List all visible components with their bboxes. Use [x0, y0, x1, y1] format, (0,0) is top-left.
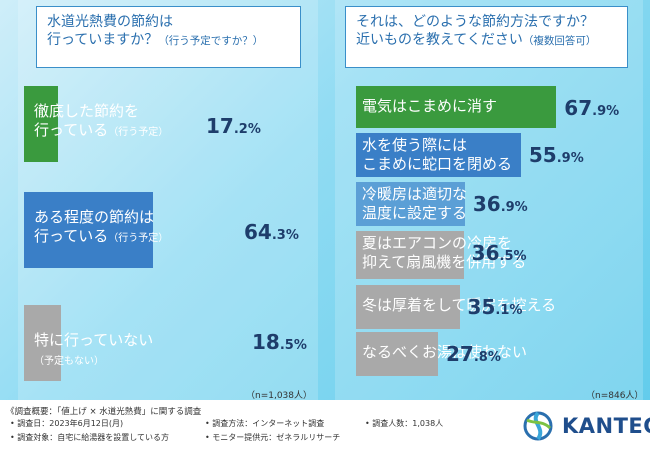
right-bar-label-1: 水を使う際には こまめに蛇口を閉める	[362, 136, 512, 174]
right-value-dec: .9%	[556, 151, 584, 166]
right-bar-label-3: 夏はエアコンの冷房を 抑えて扇風機を併用する	[362, 234, 526, 272]
right-bar-label-line2-text: こまめに蛇口を閉める	[362, 155, 513, 173]
left-bar-label-1: ある程度の節約は 行っている（行う予定）	[34, 208, 168, 248]
left-bar-1	[24, 192, 153, 268]
right-bar-label-line2: 抑えて扇風機を併用する	[362, 253, 526, 272]
right-value-dec: .9%	[592, 104, 620, 119]
left-n-label: （n=1,038人）	[246, 391, 313, 401]
right-value-label-2: 36.9%	[473, 192, 528, 216]
right-value-dec: .9%	[500, 200, 528, 215]
right-bar-4	[356, 285, 460, 329]
left-value-dec: .3%	[271, 228, 299, 243]
right-bar-1	[356, 133, 521, 177]
right-question-box: それは、どのような節約方法ですか？ 近いものを教えてください（複数回答可）	[345, 6, 628, 68]
left-bar-label-note: （行う予定）	[108, 127, 169, 138]
right-value-label-0: 67.9%	[564, 96, 619, 120]
right-bar-3	[356, 231, 464, 279]
left-bar-label-line2-text: 行っている	[34, 121, 109, 139]
left-bar-label-line1: 特に行っていない	[34, 331, 154, 349]
left-bar-label-note: （予定もない）	[34, 356, 104, 367]
kantec-logo-icon	[523, 411, 553, 441]
right-bar-label-line2: 温度に設定する	[362, 204, 467, 223]
right-value-int: 55	[528, 143, 557, 167]
right-value-dec: .1%	[495, 303, 523, 318]
logo-text: KANTEC	[562, 414, 650, 438]
footer: 《調査概要：「値上げ × 水道光熱費」に関する調査 • 調査日：2023年6月1…	[0, 400, 650, 450]
right-bar-label-line1: 夏はエアコンの冷房を	[362, 234, 513, 252]
left-bar-label-line2: （予定もない）	[34, 350, 153, 371]
right-bar-label-line1: 冬は厚着をして暖房を控える	[362, 296, 557, 314]
right-value-int: 67	[564, 96, 593, 120]
left-bar-label-line2-text: 行っている	[34, 227, 109, 245]
left-bar-label-0: 徹底した節約を 行っている（行う予定）	[34, 102, 168, 142]
left-question-note: （行う予定ですか？）	[158, 35, 264, 47]
left-question-line1: 水道光熱費の節約は	[47, 14, 173, 30]
left-value-int: 17	[206, 114, 234, 138]
left-bar-label-note: （行う予定）	[108, 233, 169, 244]
right-bar-5	[356, 332, 438, 376]
right-bar-label-0: 電気はこまめに消す	[362, 97, 497, 116]
right-value-label-3: 36.5%	[472, 241, 527, 265]
survey-method: • 調査方法：インターネット調査	[205, 419, 325, 428]
right-bar-label-2: 冷暖房は適切な 温度に設定する	[362, 185, 467, 223]
right-value-int: 35	[467, 295, 496, 319]
left-value-label-0: 17.2%	[206, 114, 261, 138]
left-value-dec: .2%	[233, 122, 261, 137]
left-bar-label-line2: 行っている（行う予定）	[34, 121, 168, 142]
left-bar-label-2: 特に行っていない （予定もない）	[34, 331, 153, 371]
survey-target: • 調査対象：自宅に給湯器を設置している方	[10, 433, 170, 442]
right-bar-label-line2-text: 抑えて扇風機を併用する	[362, 253, 527, 271]
right-value-label-4: 35.1%	[468, 295, 523, 319]
right-bar-label-4: 冬は厚着をして暖房を控える	[362, 296, 556, 315]
right-value-int: 36	[472, 192, 501, 216]
left-question-box: 水道光熱費の節約は 行っていますか？（行う予定ですか？）	[36, 6, 301, 68]
left-bar-label-line2: 行っている（行う予定）	[34, 227, 168, 248]
right-value-int: 36	[471, 241, 500, 265]
left-bar-label-line1: 徹底した節約を	[34, 102, 140, 120]
right-question-line2: 近いものを教えてください	[356, 32, 523, 48]
survey-title: 《調査概要：「値上げ × 水道光熱費」に関する調査	[6, 407, 202, 417]
right-value-dec: .5%	[499, 249, 527, 264]
right-value-dec: .8%	[473, 350, 501, 365]
left-value-int: 64	[244, 220, 272, 244]
right-bar-label-5: なるべくお湯は使わない	[362, 343, 527, 362]
right-question-note: （複数回答可）	[522, 35, 597, 47]
right-question-line1: それは、どのような節約方法ですか？	[356, 14, 594, 30]
left-value-label-2: 18.5%	[252, 330, 307, 354]
right-value-label-1: 55.9%	[529, 143, 584, 167]
left-bar-2	[24, 305, 61, 381]
right-value-int: 27	[446, 342, 474, 366]
left-value-int: 18	[252, 330, 280, 354]
right-bar-label-line1: 冷暖房は適切な	[362, 185, 468, 203]
right-n-label: （n=846人）	[586, 391, 644, 401]
right-bar-2	[356, 182, 465, 226]
left-question-line2: 行っていますか？	[47, 32, 159, 48]
left-bar-label-line1: ある程度の節約は	[34, 208, 155, 226]
right-value-label-5: 27.8%	[446, 342, 501, 366]
left-value-dec: .5%	[279, 338, 307, 353]
survey-provider: • モニター提供元：ゼネラルリサーチ	[205, 433, 341, 442]
right-bar-label-line1: 電気はこまめに消す	[362, 97, 498, 115]
kantec-logo: KANTEC	[520, 408, 650, 444]
survey-date: • 調査日：2023年6月12日(月)	[10, 419, 124, 428]
right-bar-label-line1: なるべくお湯は使わない	[362, 343, 528, 361]
right-bar-0	[356, 86, 557, 128]
left-bar-0	[24, 86, 58, 162]
right-bar-label-line1: 水を使う際には	[362, 136, 468, 154]
left-value-label-1: 64.3%	[244, 220, 299, 244]
survey-count: • 調査人数：1,038人	[365, 419, 444, 428]
right-question-line2-wrap: 近いものを教えてください（複数回答可）	[356, 31, 617, 50]
right-bar-label-line2-text: 温度に設定する	[362, 204, 468, 222]
right-bar-label-line2: こまめに蛇口を閉める	[362, 155, 512, 174]
left-question-line2-wrap: 行っていますか？（行う予定ですか？）	[47, 31, 290, 50]
